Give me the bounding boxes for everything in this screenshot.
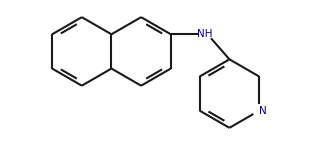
Text: NH: NH <box>197 29 213 39</box>
Text: N: N <box>259 106 267 116</box>
